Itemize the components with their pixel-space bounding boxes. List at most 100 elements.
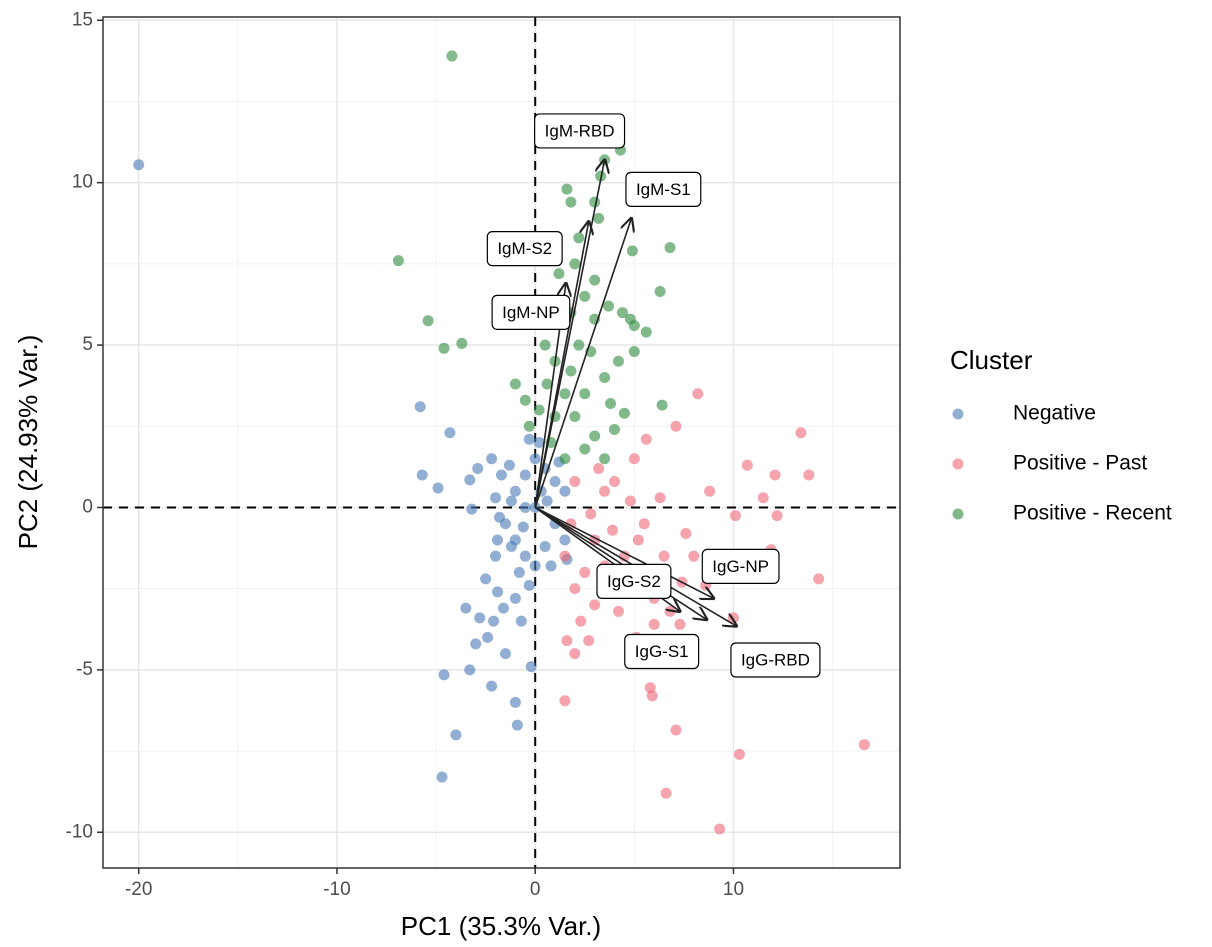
legend-marker <box>952 508 964 520</box>
y-tick-label: 0 <box>82 496 93 517</box>
point <box>446 50 458 62</box>
point <box>486 453 498 465</box>
point <box>599 485 611 497</box>
point <box>513 566 525 578</box>
point <box>704 485 716 497</box>
loading-label: IgM-NP <box>491 294 571 330</box>
point <box>539 339 551 351</box>
point <box>612 605 624 617</box>
point <box>519 501 531 513</box>
point <box>559 453 571 465</box>
point <box>539 540 551 552</box>
y-tick-label: 10 <box>72 172 93 193</box>
loading-label-text: IgG-S2 <box>607 572 661 591</box>
loading-label: IgM-RBD <box>534 113 626 149</box>
point <box>490 550 502 562</box>
legend-label: Negative <box>1013 402 1096 425</box>
point <box>618 407 630 419</box>
point <box>714 823 726 835</box>
loading-label: IgM-S2 <box>486 231 563 267</box>
point <box>438 669 450 681</box>
point <box>680 527 692 539</box>
point <box>579 290 591 302</box>
point <box>674 618 686 630</box>
point <box>509 485 521 497</box>
point <box>460 602 472 614</box>
point <box>593 212 605 224</box>
point <box>509 592 521 604</box>
loading-label-text: IgM-NP <box>502 303 560 322</box>
y-tick-label: -5 <box>76 659 93 680</box>
point <box>494 511 506 523</box>
series <box>392 50 676 465</box>
point <box>541 378 553 390</box>
point <box>656 399 668 411</box>
point <box>392 255 404 267</box>
point <box>541 495 553 507</box>
point <box>525 661 537 673</box>
loading-label: IgG-S2 <box>596 563 672 600</box>
point <box>466 503 478 515</box>
point <box>771 510 783 522</box>
loading-arrow <box>534 506 706 619</box>
label-box <box>486 231 563 267</box>
point <box>664 242 676 254</box>
point <box>599 372 611 384</box>
point <box>573 232 585 244</box>
point <box>416 469 428 481</box>
label-box <box>625 171 702 207</box>
point <box>553 268 565 280</box>
point <box>741 459 753 471</box>
legend-marker <box>952 458 964 470</box>
point <box>593 462 605 474</box>
point <box>813 573 825 585</box>
point <box>803 469 815 481</box>
point <box>444 427 456 439</box>
x-tick-label: 0 <box>530 879 541 900</box>
loading-arrow <box>534 218 631 508</box>
point <box>589 274 601 286</box>
point <box>480 573 492 585</box>
point <box>640 433 652 445</box>
point <box>583 635 595 647</box>
point <box>605 398 617 410</box>
point <box>616 307 628 319</box>
point <box>492 586 504 598</box>
point <box>432 482 444 494</box>
point <box>549 475 561 487</box>
point <box>519 469 531 481</box>
point <box>626 245 638 257</box>
point <box>612 355 624 367</box>
x-axis-title: PC1 (35.3% Var.) <box>401 911 601 941</box>
point <box>658 550 670 562</box>
point <box>603 300 615 312</box>
point <box>414 401 426 413</box>
point <box>589 430 601 442</box>
label-box <box>701 548 780 585</box>
point <box>579 443 591 455</box>
point <box>559 388 571 400</box>
point <box>638 518 650 530</box>
loading-label-text: IgG-S1 <box>635 642 689 661</box>
loading-label: IgG-NP <box>701 548 780 585</box>
point <box>511 719 523 731</box>
point <box>769 469 781 481</box>
point <box>559 485 571 497</box>
point <box>559 534 571 546</box>
point <box>640 326 652 338</box>
point <box>529 560 541 572</box>
point <box>729 510 741 522</box>
point <box>579 388 591 400</box>
point <box>628 320 640 332</box>
point <box>438 342 450 354</box>
point <box>529 453 541 465</box>
point <box>569 583 581 595</box>
loading-label: IgM-S1 <box>625 171 702 207</box>
point <box>670 724 682 736</box>
point <box>488 615 500 627</box>
loading-label-text: IgG-RBD <box>741 651 810 670</box>
point <box>654 285 666 297</box>
point <box>472 462 484 474</box>
point <box>519 550 531 562</box>
